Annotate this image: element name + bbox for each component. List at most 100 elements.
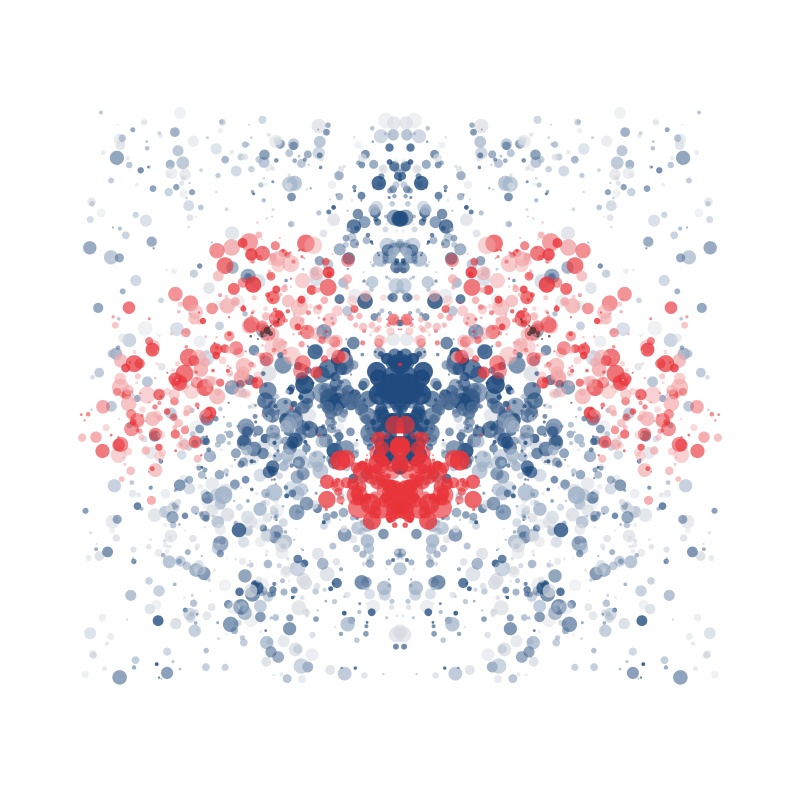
dot bbox=[502, 400, 510, 408]
dot bbox=[267, 478, 270, 481]
dot bbox=[477, 304, 484, 310]
dot bbox=[407, 516, 414, 524]
dot bbox=[213, 538, 219, 544]
dot bbox=[463, 180, 473, 189]
dot bbox=[483, 305, 487, 310]
dot bbox=[489, 355, 506, 371]
dot bbox=[309, 333, 314, 339]
dot bbox=[297, 154, 301, 158]
dot bbox=[189, 599, 198, 607]
dot bbox=[555, 460, 563, 468]
dot bbox=[227, 331, 232, 337]
dot bbox=[387, 129, 399, 141]
dot bbox=[620, 389, 632, 401]
dot bbox=[632, 268, 635, 272]
dot bbox=[607, 404, 617, 415]
dot bbox=[374, 406, 389, 421]
dot bbox=[560, 239, 577, 256]
dot bbox=[655, 434, 662, 441]
dot bbox=[385, 223, 388, 225]
dot bbox=[174, 106, 186, 119]
dot bbox=[271, 215, 274, 218]
dot bbox=[266, 338, 269, 340]
dot bbox=[455, 495, 464, 505]
dot bbox=[230, 514, 234, 517]
dot bbox=[560, 479, 570, 490]
dot bbox=[402, 522, 409, 528]
dot bbox=[522, 404, 527, 409]
dot bbox=[580, 543, 583, 547]
dot bbox=[387, 578, 390, 581]
dot bbox=[536, 335, 539, 338]
dot bbox=[338, 631, 344, 637]
dot bbox=[316, 609, 319, 612]
dot bbox=[210, 454, 217, 460]
dot bbox=[558, 165, 570, 177]
dot bbox=[96, 400, 110, 414]
dot bbox=[111, 226, 115, 229]
dot bbox=[344, 313, 348, 318]
dot bbox=[648, 214, 661, 227]
dot bbox=[637, 677, 640, 680]
dot bbox=[441, 305, 450, 314]
dot bbox=[503, 163, 506, 166]
dot bbox=[216, 549, 224, 558]
dot bbox=[170, 429, 180, 439]
dot bbox=[510, 389, 515, 395]
dot bbox=[445, 427, 454, 437]
dot bbox=[382, 259, 387, 265]
dot bbox=[428, 261, 430, 263]
dot bbox=[533, 115, 542, 124]
dot bbox=[509, 566, 519, 576]
dot bbox=[635, 585, 647, 597]
dot bbox=[326, 346, 339, 359]
dot bbox=[265, 166, 271, 172]
dot bbox=[356, 392, 359, 395]
dot bbox=[279, 672, 284, 677]
dot bbox=[620, 183, 627, 191]
dot bbox=[406, 143, 415, 152]
dot bbox=[410, 578, 413, 581]
dot bbox=[290, 586, 298, 594]
dot bbox=[188, 182, 191, 184]
dot bbox=[259, 149, 270, 161]
dot bbox=[157, 430, 166, 440]
dot bbox=[421, 216, 427, 222]
dot bbox=[346, 209, 349, 212]
dot bbox=[276, 563, 282, 569]
dot bbox=[438, 602, 442, 606]
dot bbox=[660, 656, 669, 664]
dot bbox=[467, 438, 474, 445]
dot bbox=[502, 527, 505, 530]
dot bbox=[601, 546, 606, 551]
dot bbox=[520, 241, 530, 251]
dot bbox=[433, 550, 441, 558]
dot bbox=[424, 263, 429, 268]
dot bbox=[690, 443, 705, 459]
dot bbox=[465, 321, 469, 325]
dot bbox=[233, 520, 239, 526]
dot bbox=[510, 556, 515, 561]
dot bbox=[655, 413, 670, 428]
dot bbox=[261, 344, 264, 347]
dot bbox=[556, 587, 565, 597]
dot bbox=[90, 374, 95, 380]
dot bbox=[363, 543, 375, 555]
dot bbox=[204, 526, 207, 529]
dot bbox=[588, 447, 594, 453]
dot bbox=[532, 524, 541, 532]
dot bbox=[570, 468, 577, 475]
dot bbox=[463, 313, 477, 327]
dot bbox=[367, 608, 376, 617]
dot bbox=[663, 665, 669, 670]
dot bbox=[334, 294, 345, 305]
dot bbox=[491, 326, 496, 331]
dot bbox=[368, 204, 380, 216]
dot bbox=[107, 632, 115, 641]
dot bbox=[378, 346, 381, 350]
dot bbox=[255, 536, 266, 547]
dot bbox=[366, 276, 379, 289]
dot bbox=[670, 231, 679, 240]
dot bbox=[636, 458, 642, 464]
dot bbox=[567, 421, 575, 428]
